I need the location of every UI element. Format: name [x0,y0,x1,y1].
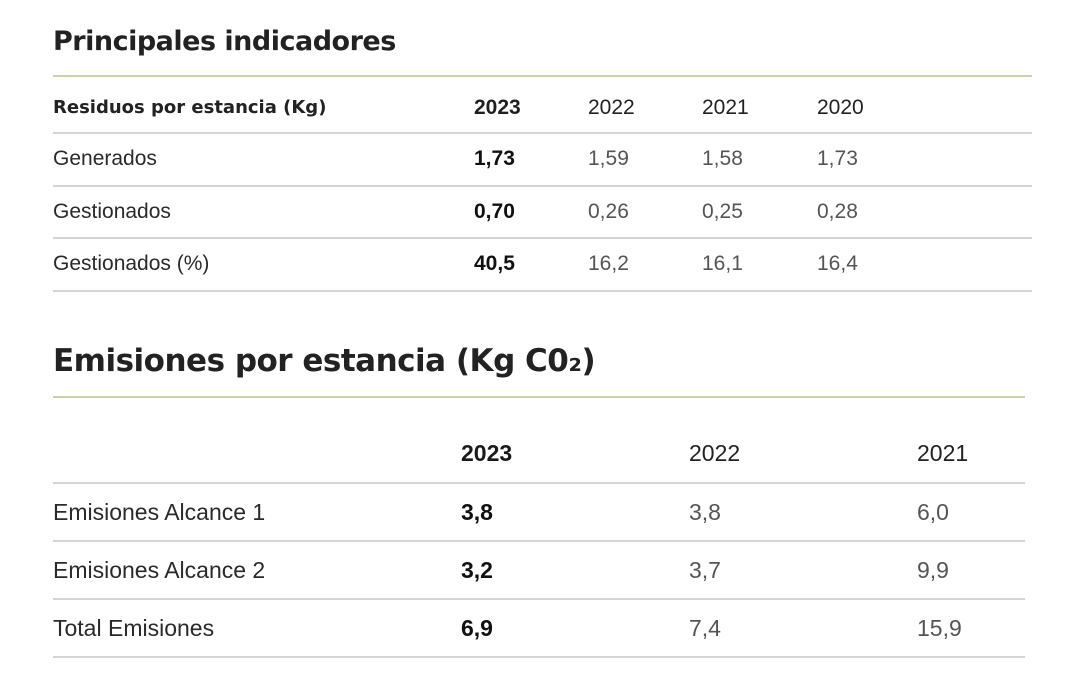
header-year-2022: 2022 [689,439,741,466]
indicators-table: Residuos por estancia (Kg) 2023 2022 202… [53,83,1032,292]
cell-2021: 1,58 [702,147,743,171]
cell-2023: 40,5 [474,252,515,276]
table-row: Gestionados 0,70 0,26 0,25 0,28 [53,187,1032,239]
title-divider [53,75,1032,77]
header-year-2020: 2020 [817,95,864,119]
emissions-table: 2023 2022 2021 Emisiones Alcance 1 3,8 3… [53,424,1025,658]
header-year-2023: 2023 [461,439,513,466]
section-title-principales-indicadores: Principales indicadores [53,26,396,57]
cell-2022: 7,4 [689,614,721,641]
cell-2022: 16,2 [588,252,629,276]
cell-2022: 1,59 [588,147,629,171]
table-header-row: 2023 2022 2021 [53,424,1025,484]
cell-2020: 1,73 [817,147,858,171]
table-row: Gestionados (%) 40,5 16,2 16,1 16,4 [53,239,1032,292]
title-divider [53,396,1025,398]
header-year-2023: 2023 [474,95,521,119]
cell-2023: 6,9 [461,614,493,641]
table-row: Emisiones Alcance 2 3,2 3,7 9,9 [53,542,1025,600]
header-label-residuos: Residuos por estancia (Kg) [53,97,327,118]
cell-2020: 16,4 [817,252,858,276]
header-year-2021: 2021 [702,95,749,119]
cell-2022: 3,8 [689,498,721,525]
cell-2021: 9,9 [917,556,949,583]
cell-2023: 3,2 [461,556,493,583]
table-row: Emisiones Alcance 1 3,8 3,8 6,0 [53,484,1025,542]
cell-2023: 3,8 [461,498,493,525]
section-title-emisiones: Emisiones por estancia (Kg C0₂) [53,343,596,379]
table-header-row: Residuos por estancia (Kg) 2023 2022 202… [53,83,1032,134]
row-label: Gestionados (%) [53,252,210,276]
row-label: Generados [53,147,157,171]
cell-2022: 0,26 [588,199,629,223]
row-label: Emisiones Alcance 2 [53,556,266,583]
cell-2023: 1,73 [474,147,515,171]
cell-2021: 0,25 [702,199,743,223]
cell-2023: 0,70 [474,199,515,223]
header-year-2022: 2022 [588,95,635,119]
cell-2021: 6,0 [917,498,949,525]
header-year-2021: 2021 [917,439,969,466]
cell-2021: 16,1 [702,252,743,276]
table-row: Total Emisiones 6,9 7,4 15,9 [53,600,1025,658]
cell-2022: 3,7 [689,556,721,583]
row-label: Emisiones Alcance 1 [53,498,266,525]
cell-2020: 0,28 [817,199,858,223]
cell-2021: 15,9 [917,614,962,641]
row-label: Total Emisiones [53,614,215,641]
row-label: Gestionados [53,199,171,223]
table-row: Generados 1,73 1,59 1,58 1,73 [53,134,1032,187]
